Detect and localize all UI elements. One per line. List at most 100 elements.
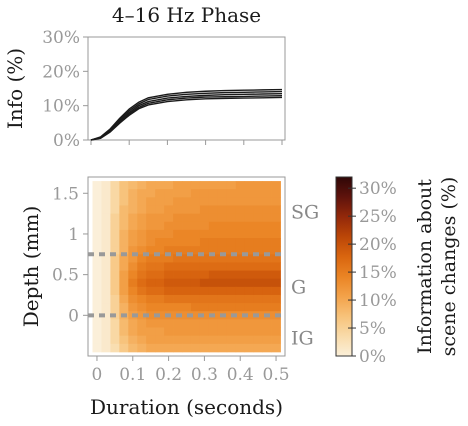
- heatmap-cell: [254, 238, 263, 247]
- heatmap-cell: [110, 303, 119, 312]
- heatmap-cell: [272, 328, 281, 337]
- heatmap-cell: [155, 262, 164, 271]
- heatmap-cell: [119, 262, 128, 271]
- heatmap-cell: [119, 328, 128, 337]
- heatmap-cell: [254, 189, 263, 198]
- heatmap-x-tick-label: 0.3: [191, 365, 218, 385]
- heatmap-cell: [236, 214, 245, 223]
- heatmap-cell: [191, 271, 200, 280]
- heatmap-cell: [245, 205, 254, 214]
- heatmap-cell: [254, 295, 263, 304]
- heatmap-cell: [101, 319, 110, 328]
- heatmap-cell: [191, 295, 200, 304]
- colorbar-tick-label: 15%: [359, 263, 397, 283]
- heatmap-cell: [101, 344, 110, 353]
- heatmap-cell: [164, 279, 173, 288]
- heatmap-cell: [272, 279, 281, 288]
- heatmap-cell: [245, 238, 254, 247]
- heatmap-cell: [200, 344, 209, 353]
- colorbar: [336, 177, 352, 356]
- heatmap-cell: [263, 344, 272, 353]
- heatmap-cell: [101, 279, 110, 288]
- heatmap-cell: [209, 205, 218, 214]
- heatmap-cell: [236, 328, 245, 337]
- heatmap-cell: [155, 344, 164, 353]
- heatmap-cell: [137, 319, 146, 328]
- heatmap-cell: [263, 181, 272, 190]
- heatmap-cell: [110, 328, 119, 337]
- heatmap-cell: [92, 271, 101, 280]
- heatmap-cell: [191, 328, 200, 337]
- heatmap-cell: [218, 279, 227, 288]
- heatmap-x-tick-label: 0.5: [263, 365, 290, 385]
- heatmap-cell: [137, 205, 146, 214]
- heatmap-cell: [164, 181, 173, 190]
- heatmap-cell: [182, 189, 191, 198]
- heatmap-cell: [128, 344, 137, 353]
- heatmap-cell: [200, 189, 209, 198]
- heatmap-cell: [200, 295, 209, 304]
- heatmap-cell: [173, 319, 182, 328]
- heatmap-cell: [182, 271, 191, 280]
- heatmap-cell: [101, 303, 110, 312]
- heatmap-cell: [101, 181, 110, 190]
- colorbar-label-line1: Information about: [414, 179, 436, 354]
- heatmap-cell: [164, 222, 173, 231]
- heatmap-cell: [218, 287, 227, 296]
- heatmap-cell: [155, 197, 164, 206]
- heatmap-cell: [200, 205, 209, 214]
- heatmap-cell: [173, 344, 182, 353]
- heatmap-cell: [272, 214, 281, 223]
- heatmap-cell: [254, 344, 263, 353]
- heatmap-cell: [128, 230, 137, 239]
- heatmap-cell: [155, 189, 164, 198]
- heatmap-cell: [137, 287, 146, 296]
- heatmap-cell: [101, 214, 110, 223]
- heatmap-cell: [146, 344, 155, 353]
- heatmap-cell: [146, 197, 155, 206]
- heatmap-cell: [227, 222, 236, 231]
- heatmap-cell: [227, 181, 236, 190]
- heatmap-cell: [227, 214, 236, 223]
- heatmap-cell: [146, 295, 155, 304]
- heatmap-cell: [164, 319, 173, 328]
- heatmap-cell: [236, 303, 245, 312]
- heatmap-cell: [137, 279, 146, 288]
- heatmap-cell: [137, 181, 146, 190]
- heatmap-cell: [227, 262, 236, 271]
- heatmap-cell: [227, 336, 236, 345]
- heatmap-cell: [245, 197, 254, 206]
- heatmap-cell: [254, 222, 263, 231]
- heatmap-cell: [272, 222, 281, 231]
- heatmap-cell: [164, 205, 173, 214]
- heatmap-cell: [245, 344, 254, 353]
- heatmap-cell: [236, 271, 245, 280]
- heatmap-cell: [164, 230, 173, 239]
- heatmap-cell: [101, 295, 110, 304]
- heatmap-cell: [200, 287, 209, 296]
- heatmap-cell: [209, 189, 218, 198]
- heatmap-cell: [227, 197, 236, 206]
- heatmap-cell: [164, 189, 173, 198]
- heatmap-cell: [128, 197, 137, 206]
- heatmap-cell: [146, 222, 155, 231]
- heatmap-cell: [245, 303, 254, 312]
- heatmap-cell: [191, 230, 200, 239]
- heatmap-cell: [218, 181, 227, 190]
- heatmap-cell: [128, 262, 137, 271]
- heatmap-cell: [191, 319, 200, 328]
- heatmap-cell: [110, 197, 119, 206]
- heatmap-cell: [200, 230, 209, 239]
- heatmap-cell: [155, 279, 164, 288]
- heatmap-cell: [182, 181, 191, 190]
- heatmap-cell: [119, 214, 128, 223]
- heatmap-cell: [218, 344, 227, 353]
- heatmap-cell: [110, 262, 119, 271]
- heatmap-cell: [101, 328, 110, 337]
- heatmap-cell: [92, 303, 101, 312]
- colorbar-tick-label: 20%: [359, 235, 397, 255]
- heatmap-cell: [128, 205, 137, 214]
- heatmap-cell: [191, 287, 200, 296]
- heatmap-cell: [173, 336, 182, 345]
